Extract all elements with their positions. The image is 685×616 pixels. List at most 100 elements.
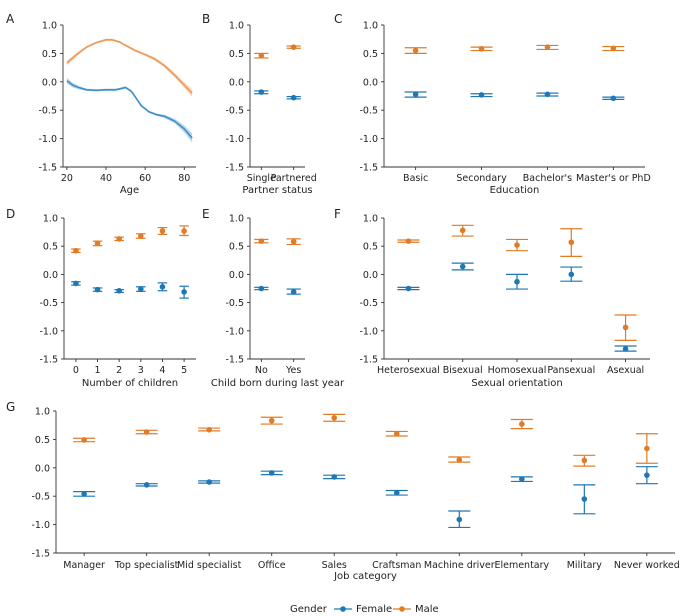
male-point bbox=[456, 457, 463, 463]
y-tick-label: 0.5 bbox=[43, 242, 58, 253]
female-point bbox=[514, 278, 520, 285]
y-tick-label: -0.5 bbox=[39, 298, 58, 309]
y-tick-label: 0.0 bbox=[363, 77, 378, 88]
panel-a: A -1.5 -1.0 -0.5 0.0 0.5 1.0 20 40 60 80 Age bbox=[6, 12, 196, 196]
male-point bbox=[622, 324, 629, 331]
x-tick-label: Craftsman bbox=[372, 560, 421, 571]
male-point bbox=[181, 228, 187, 234]
female-trend-line bbox=[66, 80, 193, 139]
y-tick-label: -1.5 bbox=[39, 355, 58, 366]
y-tick-label: -0.5 bbox=[359, 106, 378, 117]
x-tick-label: Sales bbox=[322, 560, 347, 571]
y-tick-label: 0.5 bbox=[363, 49, 378, 60]
legend-title: Gender bbox=[290, 604, 328, 615]
x-tick-label: Master's or PhD bbox=[576, 173, 651, 184]
female-point bbox=[268, 470, 275, 476]
panel-letter: F bbox=[334, 207, 341, 221]
y-tick-label: -0.5 bbox=[225, 298, 244, 309]
y-tick-label: -0.5 bbox=[225, 106, 244, 117]
x-axis-label: Job category bbox=[333, 571, 397, 582]
x-axis-label: Child born during last year bbox=[211, 378, 345, 389]
x-axis-label: Partner status bbox=[242, 185, 312, 196]
x-tick-label: 20 bbox=[61, 173, 73, 184]
x-tick-label: 80 bbox=[178, 173, 190, 184]
panel-letter: B bbox=[202, 12, 210, 26]
x-tick-label: Military bbox=[567, 560, 603, 571]
y-tick-label: -1.5 bbox=[31, 549, 50, 560]
male-point bbox=[159, 228, 166, 234]
male-point bbox=[268, 417, 275, 424]
x-tick-label: Single bbox=[247, 173, 276, 184]
female-point bbox=[519, 476, 525, 482]
x-tick-label: Yes bbox=[285, 365, 301, 376]
female-point bbox=[331, 474, 338, 480]
x-tick-label: Asexual bbox=[607, 365, 644, 376]
female-point bbox=[622, 346, 629, 352]
female-point bbox=[116, 287, 122, 294]
x-axis-label: Sexual orientation bbox=[471, 378, 562, 389]
female-point bbox=[258, 285, 265, 292]
female-point bbox=[138, 286, 144, 292]
x-tick-label: 5 bbox=[181, 365, 187, 376]
x-tick-label: Homosexual bbox=[488, 365, 547, 376]
y-tick-label: 0.5 bbox=[229, 49, 244, 60]
x-tick-label: 60 bbox=[139, 173, 151, 184]
y-tick-label: -1.0 bbox=[225, 134, 244, 145]
male-point bbox=[519, 421, 525, 427]
y-tick-label: 1.0 bbox=[35, 407, 50, 418]
male-point bbox=[514, 242, 520, 248]
y-tick-label: -1.0 bbox=[39, 326, 58, 337]
x-tick-label: 1 bbox=[95, 365, 101, 376]
x-axis-label: Age bbox=[120, 185, 139, 196]
legend-male-label: Male bbox=[415, 604, 439, 615]
y-tick-label: 0.5 bbox=[363, 242, 378, 253]
y-tick-label: 0.0 bbox=[363, 270, 378, 281]
y-tick-label: -0.5 bbox=[31, 492, 50, 503]
male-point bbox=[81, 437, 87, 443]
female-point bbox=[405, 285, 412, 292]
y-tick-label: -1.0 bbox=[359, 134, 378, 145]
y-tick-label: -1.5 bbox=[359, 163, 378, 174]
y-tick-label: -1.5 bbox=[225, 355, 244, 366]
male-point bbox=[568, 239, 575, 246]
male-point bbox=[478, 46, 485, 52]
male-point bbox=[73, 247, 79, 254]
panel-e: E -1.5 -1.0 -0.5 0.0 0.5 1.0 No Yes Child born du… bbox=[202, 207, 345, 389]
panel-b: B -1.5 -1.0 -0.5 0.0 0.5 1.0 SinglePartneredPar… bbox=[202, 12, 317, 196]
male-point bbox=[290, 238, 297, 245]
male-point bbox=[258, 238, 265, 244]
y-tick-label: -1.5 bbox=[225, 163, 244, 174]
x-tick-label: Office bbox=[258, 560, 286, 571]
panel-letter: D bbox=[6, 207, 15, 221]
y-tick-label: 1.0 bbox=[229, 214, 244, 225]
x-tick-label: Heterosexual bbox=[377, 365, 440, 376]
panel-g: G -1.5 -1.0 -0.5 0.0 0.5 1.0 Manager Top special… bbox=[6, 400, 680, 582]
y-tick-label: 1.0 bbox=[43, 214, 58, 225]
panel-c: C -1.5 -1.0 -0.5 0.0 0.5 1.0 Basic Secondary Bach… bbox=[334, 12, 651, 196]
female-point bbox=[290, 94, 297, 101]
x-tick-label: Secondary bbox=[456, 173, 507, 184]
female-point bbox=[73, 280, 79, 287]
x-tick-label: Top specialist bbox=[114, 560, 179, 571]
x-tick-label: Mid specialist bbox=[177, 560, 242, 571]
male-point bbox=[206, 426, 212, 433]
x-tick-label: Bachelor's bbox=[523, 173, 572, 184]
x-tick-label: 2 bbox=[116, 365, 122, 376]
male-point bbox=[544, 44, 551, 50]
legend-male-marker bbox=[399, 606, 405, 612]
female-point bbox=[581, 496, 588, 502]
x-tick-label: No bbox=[255, 365, 268, 376]
male-point bbox=[412, 47, 419, 54]
panel-letter: A bbox=[6, 12, 15, 26]
legend: Gender Female Male bbox=[290, 604, 439, 615]
female-point bbox=[393, 489, 400, 496]
y-tick-label: 0.0 bbox=[229, 270, 244, 281]
y-tick-label: 0.5 bbox=[42, 49, 57, 60]
y-tick-label: -0.5 bbox=[38, 106, 57, 117]
male-point bbox=[290, 44, 297, 50]
y-tick-label: 0.5 bbox=[229, 242, 244, 253]
y-tick-label: 0.0 bbox=[35, 463, 50, 474]
female-confidence-band bbox=[66, 77, 193, 143]
